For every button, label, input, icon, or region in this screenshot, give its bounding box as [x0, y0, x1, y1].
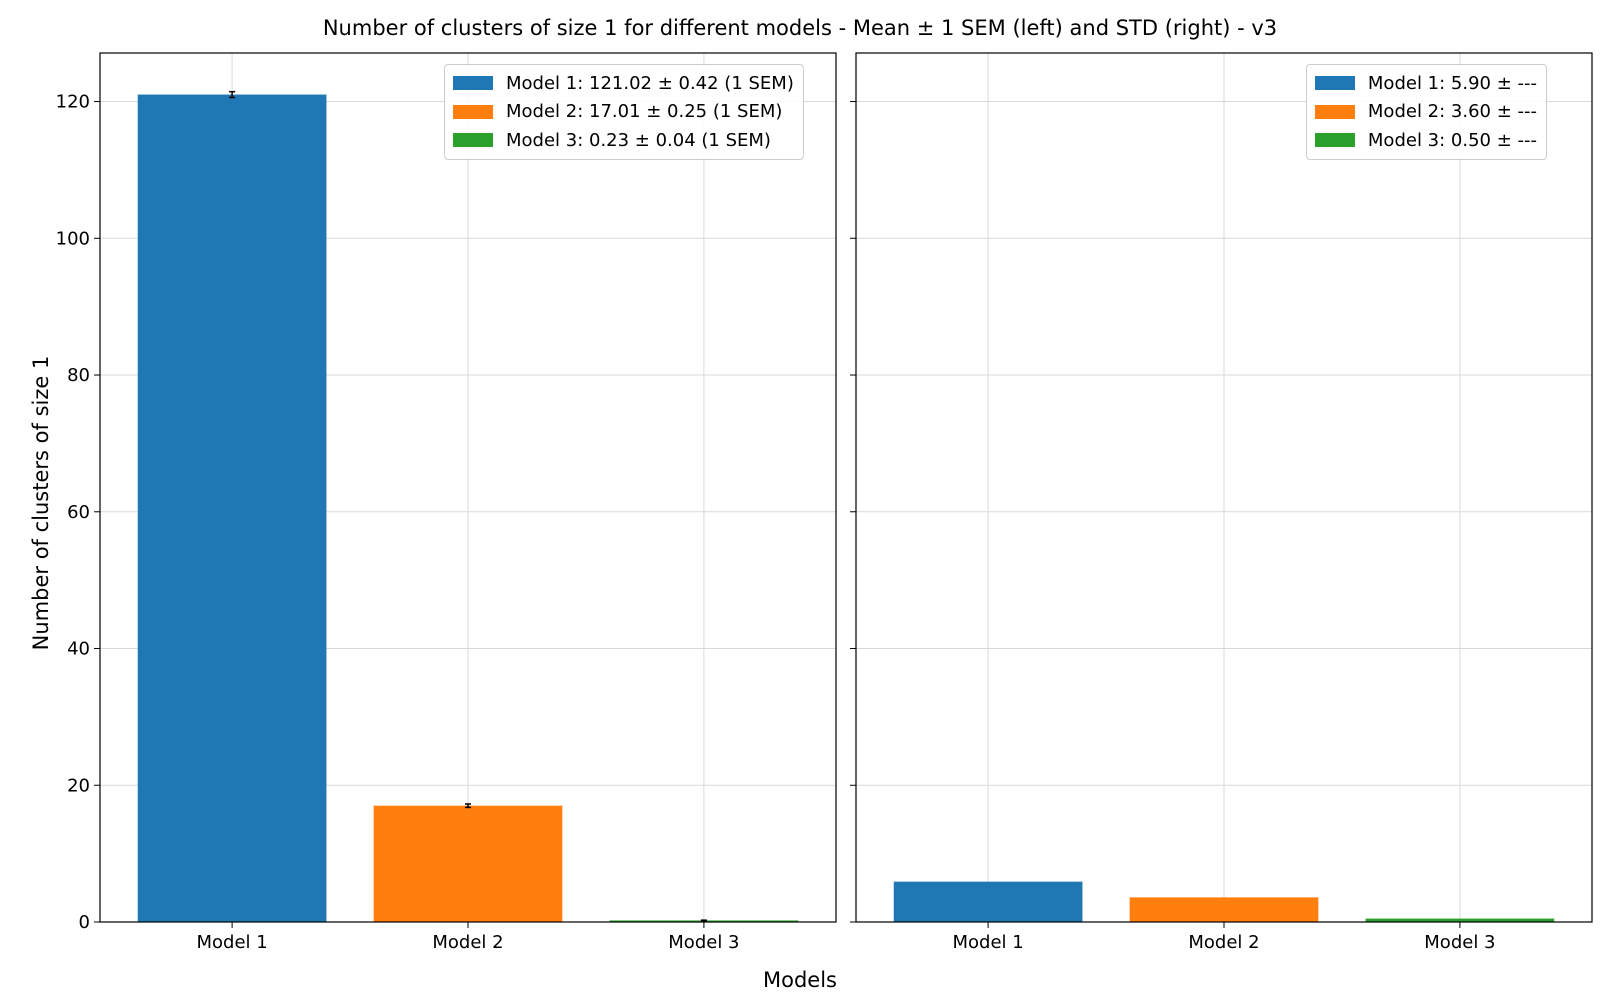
legend-label: Model 1: 121.02 ± 0.42 (1 SEM)	[506, 72, 794, 94]
legend-item: Model 2: 17.01 ± 0.25 (1 SEM)	[453, 98, 794, 127]
legend-right: Model 1: 5.90 ± --- Model 2: 3.60 ± --- …	[1305, 64, 1547, 160]
bar-1	[893, 881, 1083, 922]
legend-item: Model 3: 0.23 ± 0.04 (1 SEM)	[453, 126, 794, 155]
bar-1	[137, 94, 327, 923]
x-tick-label: Model 2	[432, 932, 503, 953]
x-tick-label: Model 1	[952, 932, 1023, 953]
legend-left: Model 1: 121.02 ± 0.42 (1 SEM) Model 2: …	[444, 64, 804, 160]
legend-swatch	[453, 76, 493, 91]
legend-label: Model 3: 0.23 ± 0.04 (1 SEM)	[506, 129, 771, 151]
bar-3	[1365, 918, 1555, 922]
panel-left: 0 20 40 60 80 100 120 Model 1 Model 2 Model 3	[56, 52, 837, 953]
x-tick-label: Model 3	[668, 932, 739, 953]
legend-item: Model 2: 3.60 ± ---	[1314, 98, 1537, 127]
y-tick-label: 60	[67, 502, 90, 523]
x-tick-label: Model 1	[196, 932, 267, 953]
y-tick-label: 0	[79, 912, 90, 933]
legend-swatch	[453, 104, 493, 119]
bar-2	[373, 805, 563, 922]
panel-right: Model 1 Model 2 Model 3	[850, 52, 1593, 953]
legend-label: Model 3: 0.50 ± ---	[1367, 129, 1537, 151]
legend-item: Model 3: 0.50 ± ---	[1314, 126, 1537, 155]
axes-frame	[99, 52, 837, 923]
axes-frame	[855, 52, 1593, 923]
legend-label: Model 2: 17.01 ± 0.25 (1 SEM)	[506, 101, 783, 123]
legend-item: Model 1: 5.90 ± ---	[1314, 69, 1537, 98]
legend-label: Model 2: 3.60 ± ---	[1367, 101, 1537, 123]
y-tick-label: 80	[67, 365, 90, 386]
legend-item: Model 1: 121.02 ± 0.42 (1 SEM)	[453, 69, 794, 98]
bar-2	[1129, 897, 1319, 922]
y-tick-label: 100	[56, 228, 90, 249]
y-tick-label: 40	[67, 639, 90, 660]
legend-label: Model 1: 5.90 ± ---	[1367, 72, 1537, 94]
legend-swatch	[1314, 133, 1355, 148]
x-axis-label: Models	[763, 968, 837, 992]
legend-swatch	[1314, 104, 1355, 119]
legend-swatch	[1314, 76, 1355, 91]
x-tick-label: Model 3	[1424, 932, 1495, 953]
y-tick-label: 120	[56, 92, 90, 113]
x-tick-label: Model 2	[1188, 932, 1259, 953]
legend-swatch	[453, 133, 493, 148]
y-tick-label: 20	[67, 775, 90, 796]
chart-title: Number of clusters of size 1 for differe…	[322, 16, 1278, 40]
